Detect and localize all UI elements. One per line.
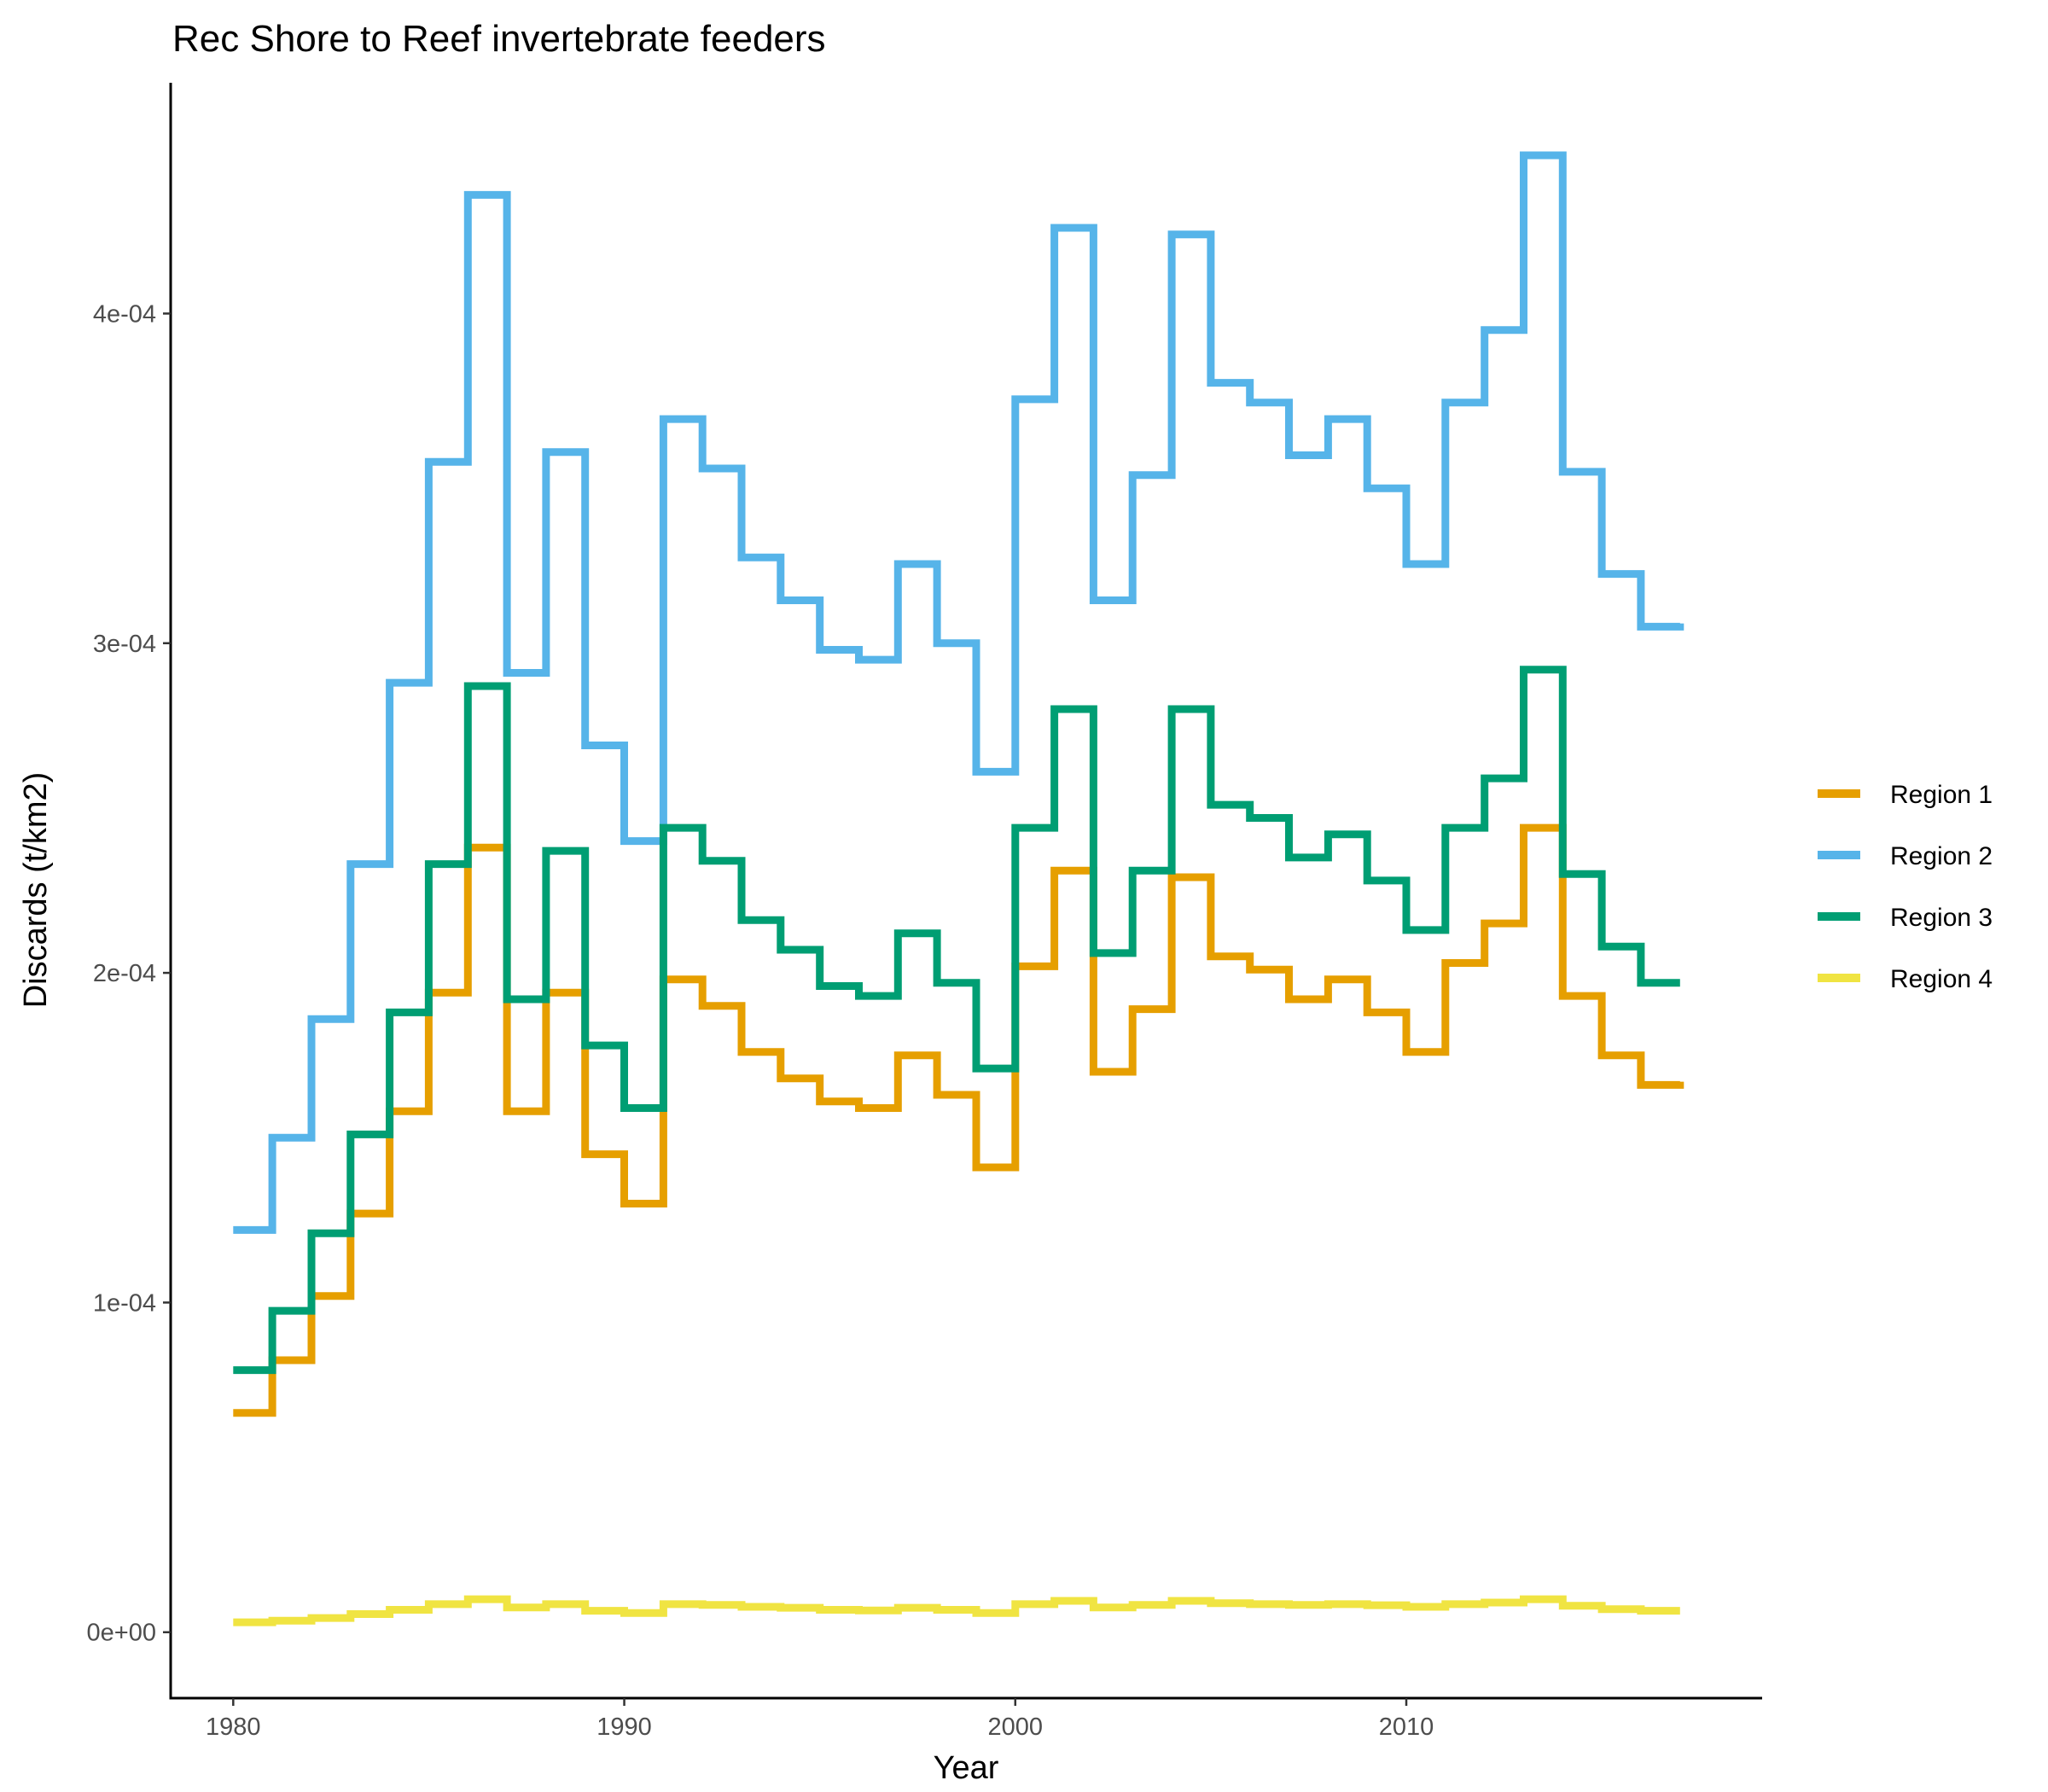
legend: Region 1 Region 2 Region 3 Region 4 — [1818, 781, 1993, 993]
x-tick-label: 2000 — [988, 1713, 1044, 1741]
y-tick-label: 4e-04 — [93, 300, 156, 328]
legend-label-region-1: Region 1 — [1890, 781, 1993, 809]
series-line-region-3 — [233, 666, 1680, 1375]
x-tick-label: 2010 — [1379, 1713, 1434, 1741]
legend-label-region-4: Region 4 — [1890, 965, 1993, 993]
y-axis-ticks: 0e+00 1e-04 2e-04 3e-04 4e-04 — [87, 300, 171, 1647]
series-line-region-1 — [233, 823, 1684, 1417]
x-tick-label: 1990 — [596, 1713, 652, 1741]
legend-label-region-2: Region 2 — [1890, 842, 1993, 870]
x-axis-ticks: 1980 1990 2000 2010 — [206, 1698, 1434, 1741]
y-axis-title: Discards (t/km2) — [18, 772, 54, 1009]
y-tick-label: 3e-04 — [93, 631, 156, 658]
plot-area — [233, 151, 1684, 1626]
series-line-region-2 — [233, 151, 1684, 1234]
chart-title: Rec Shore to Reef invertebrate feeders — [172, 18, 826, 60]
y-tick-label: 2e-04 — [93, 960, 156, 987]
legend-label-region-3: Region 3 — [1890, 904, 1993, 932]
series-line-region-4 — [233, 1595, 1680, 1626]
x-tick-label: 1980 — [206, 1713, 261, 1741]
y-tick-label: 0e+00 — [87, 1620, 156, 1647]
x-axis-title: Year — [934, 1750, 999, 1786]
y-tick-label: 1e-04 — [93, 1289, 156, 1317]
